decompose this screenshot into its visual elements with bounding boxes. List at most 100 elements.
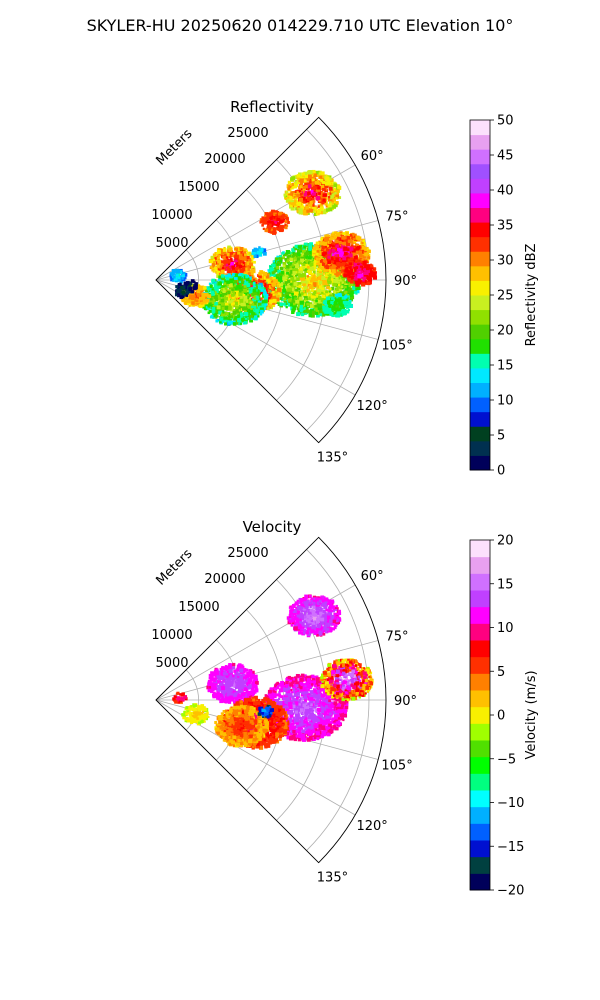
colorbar-segment bbox=[470, 309, 490, 325]
echo-cell bbox=[283, 169, 342, 217]
azimuth-tick-label: 105° bbox=[381, 339, 412, 354]
azimuth-tick-label: 60° bbox=[361, 569, 384, 584]
colorbar-segment bbox=[470, 540, 490, 558]
colorbar-segment bbox=[470, 590, 490, 608]
range-tick-label: 5000 bbox=[155, 236, 188, 251]
colorbar-segment bbox=[470, 411, 490, 427]
azimuth-line bbox=[155, 640, 379, 701]
figure-title: SKYLER-HU 20250620 014229.710 UTC Elevat… bbox=[86, 16, 514, 35]
echo-cell bbox=[185, 279, 198, 292]
colorbar-segment bbox=[470, 236, 490, 252]
colorbar-segment bbox=[470, 656, 490, 674]
colorbar-tick-label: −10 bbox=[497, 796, 524, 811]
echo-cell bbox=[322, 292, 354, 318]
azimuth-tick-label: 135° bbox=[317, 870, 348, 885]
colorbar-segment bbox=[470, 324, 490, 340]
colorbar-segment bbox=[470, 806, 490, 824]
colorbar-segment bbox=[470, 178, 490, 194]
colorbar-segment bbox=[470, 840, 490, 858]
data-layer bbox=[169, 169, 378, 326]
colorbar-tick-label: 5 bbox=[497, 429, 505, 444]
echo-cell bbox=[257, 704, 274, 719]
colorbar-segment bbox=[470, 353, 490, 369]
colorbar-segment bbox=[470, 251, 490, 267]
colorbar-segment bbox=[470, 773, 490, 791]
range-tick-label: 5000 bbox=[155, 656, 188, 671]
colorbar-tick-label: 50 bbox=[497, 114, 514, 129]
echo-cell bbox=[169, 268, 188, 284]
colorbar-segment bbox=[470, 338, 490, 354]
colorbar-segment bbox=[470, 149, 490, 165]
colorbar-segment bbox=[470, 756, 490, 774]
data-layer bbox=[172, 594, 374, 750]
colorbar: −20 −15 −10 −5 0 5 10 15 20 Velocity (m/s) bbox=[469, 534, 539, 899]
azimuth-tick-label: 90° bbox=[394, 274, 417, 289]
colorbar-segment bbox=[470, 823, 490, 841]
echo-cell bbox=[181, 703, 210, 726]
colorbar-tick-label: 0 bbox=[497, 464, 505, 479]
panel-title: Reflectivity bbox=[230, 98, 314, 116]
colorbar-segment bbox=[470, 723, 490, 741]
colorbar-segment bbox=[470, 573, 490, 591]
range-tick-label: 15000 bbox=[178, 180, 219, 195]
echo-cell bbox=[206, 662, 259, 704]
range-tick-label: 10000 bbox=[151, 628, 192, 643]
colorbar-tick-label: 25 bbox=[497, 289, 514, 304]
colorbar-segment bbox=[470, 207, 490, 223]
colorbar-label: Velocity (m/s) bbox=[524, 670, 539, 759]
colorbar-segment bbox=[470, 295, 490, 311]
colorbar-segment bbox=[470, 706, 490, 724]
range-tick-label: 20000 bbox=[204, 152, 245, 167]
azimuth-line bbox=[155, 220, 379, 281]
colorbar-tick-label: 20 bbox=[497, 534, 514, 549]
colorbar-segment bbox=[470, 640, 490, 658]
colorbar-tick-label: 15 bbox=[497, 577, 514, 592]
azimuth-tick-label: 60° bbox=[361, 149, 384, 164]
azimuth-tick-label: 75° bbox=[386, 209, 409, 224]
radar-panel-velocity: Velocity 5000 10000 15000 20000 25000 Meters 60… bbox=[151, 518, 539, 899]
azimuth-tick-label: 120° bbox=[356, 399, 387, 414]
colorbar-segment bbox=[470, 192, 490, 208]
colorbar-segment bbox=[470, 455, 490, 471]
colorbar-segment bbox=[470, 440, 490, 456]
panel-title: Velocity bbox=[243, 518, 302, 536]
colorbar-segment bbox=[470, 222, 490, 238]
colorbar-segment bbox=[470, 606, 490, 624]
echo-cell bbox=[286, 594, 342, 638]
colorbar-segment bbox=[470, 673, 490, 691]
range-tick-label: 15000 bbox=[178, 600, 219, 615]
colorbar: 0 5 10 15 20 25 30 35 40 45 50 Reflectivity dBZ bbox=[469, 114, 539, 479]
azimuth-tick-label: 105° bbox=[381, 759, 412, 774]
colorbar-segment bbox=[470, 426, 490, 442]
colorbar-segment bbox=[470, 790, 490, 808]
azimuth-tick-label: 90° bbox=[394, 694, 417, 709]
colorbar-tick-label: 10 bbox=[497, 394, 514, 409]
colorbar-tick-label: 5 bbox=[497, 665, 505, 680]
azimuth-tick-label: 120° bbox=[356, 819, 387, 834]
range-tick-label: 25000 bbox=[227, 546, 268, 561]
radial-axis-label: Meters bbox=[154, 546, 196, 588]
radial-axis-label: Meters bbox=[154, 126, 196, 168]
colorbar-tick-label: 35 bbox=[497, 219, 514, 234]
colorbar-segment bbox=[470, 740, 490, 758]
colorbar-tick-label: 20 bbox=[497, 324, 514, 339]
echo-cell bbox=[259, 209, 290, 235]
colorbar-segment bbox=[470, 367, 490, 383]
colorbar-segment bbox=[470, 690, 490, 708]
colorbar-tick-label: 15 bbox=[497, 359, 514, 374]
colorbar-tick-label: −20 bbox=[497, 884, 524, 899]
colorbar-segment bbox=[470, 556, 490, 574]
echo-cell bbox=[319, 658, 374, 702]
colorbar-segment bbox=[470, 280, 490, 296]
colorbar-segment bbox=[470, 873, 490, 891]
colorbar-tick-label: −15 bbox=[497, 840, 524, 855]
colorbar-tick-label: −5 bbox=[497, 752, 516, 767]
colorbar-segment bbox=[470, 382, 490, 398]
echo-cell bbox=[172, 691, 188, 705]
range-tick-label: 25000 bbox=[227, 126, 268, 141]
colorbar-tick-label: 10 bbox=[497, 621, 514, 636]
colorbar-label: Reflectivity dBZ bbox=[524, 244, 539, 347]
echo-cell bbox=[343, 259, 378, 287]
colorbar-segment bbox=[470, 856, 490, 874]
